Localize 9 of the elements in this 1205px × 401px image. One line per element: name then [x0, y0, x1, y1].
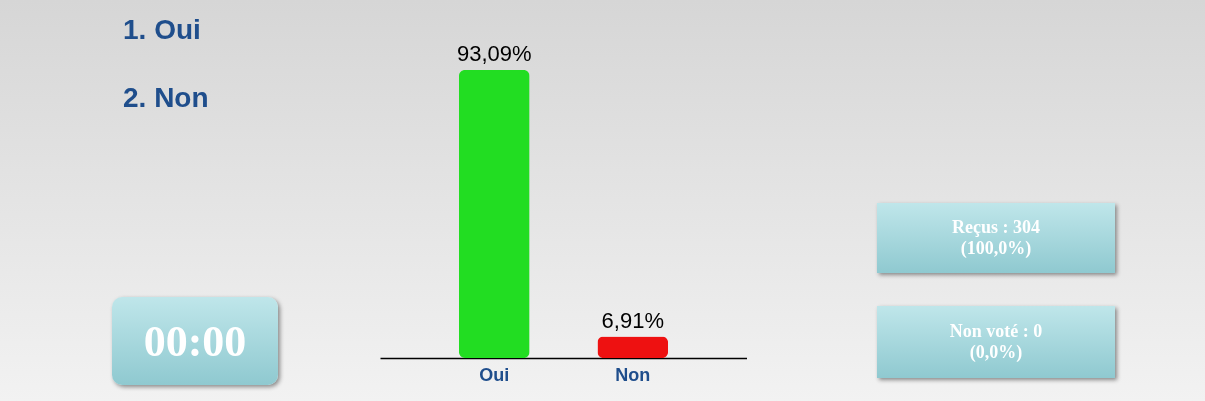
not-voted-box: Non voté : 0 (0,0%)	[877, 306, 1115, 378]
x-tick-label: Oui	[479, 364, 510, 385]
text: 1. Oui	[123, 14, 201, 46]
x-tick-label: Non	[615, 364, 651, 385]
timer-box: 00:00	[112, 297, 278, 385]
data-label: 93,09%	[456, 41, 532, 66]
text: 2. Non	[123, 82, 209, 114]
received-count-box: Reçus : 304 (100,0%)	[877, 203, 1115, 273]
data-label: 6,91%	[601, 307, 664, 333]
